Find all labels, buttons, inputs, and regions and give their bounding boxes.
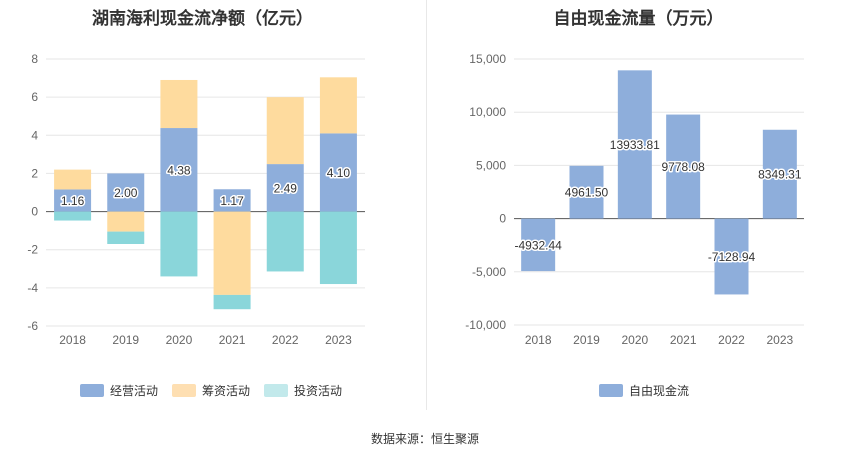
y-tick-label: 8: [31, 52, 38, 66]
bar-free-cash-flow-2020: [617, 70, 652, 219]
data-label-2021: 1.17: [220, 194, 244, 208]
y-tick-label: 2: [31, 166, 38, 180]
legend-swatch-operating: [80, 384, 104, 397]
legend-swatch-financing: [172, 384, 197, 397]
legend-swatch-investing: [264, 384, 289, 397]
data-label-2020: 4.38: [167, 163, 191, 177]
bar-经营活动-2023: [319, 133, 357, 212]
bar-筹资活动-2021: [213, 211, 251, 295]
legend-label-operating: 经营活动: [110, 384, 159, 398]
y-tick-label: 10,000: [469, 105, 506, 119]
legend-item-financing[interactable]: 筹资活动: [172, 382, 250, 399]
bar-投资活动-2023: [319, 211, 357, 285]
bar-投资活动-2019: [107, 231, 145, 244]
bar-经营活动-2018: [54, 189, 92, 212]
data-label-2019: 4961.50: [565, 186, 609, 200]
x-tick-label: 2018: [59, 333, 86, 347]
y-tick-label: 4: [31, 128, 38, 142]
y-tick-label: 15,000: [469, 52, 506, 66]
y-tick-label: 0: [31, 205, 38, 219]
x-tick-label: 2021: [670, 333, 697, 347]
left-legend: 经营活动 筹资活动 投资活动: [80, 382, 342, 399]
bar-筹资活动-2022: [266, 97, 304, 165]
x-tick-label: 2022: [272, 333, 299, 347]
data-label-2018: 1.16: [61, 194, 85, 208]
data-label-2019: 2.00: [114, 186, 138, 200]
bar-经营活动-2020: [160, 128, 198, 212]
data-label-2021: 9778.08: [661, 160, 705, 174]
x-tick-label: 2023: [766, 333, 793, 347]
left-chart-title: 湖南海利现金流净额（亿元）: [92, 9, 313, 29]
x-tick-label: 2022: [718, 333, 745, 347]
x-tick-label: 2019: [573, 333, 600, 347]
legend-swatch-free-cash-flow: [599, 384, 623, 397]
x-tick-label: 2019: [112, 333, 139, 347]
bar-投资活动-2021: [213, 294, 251, 310]
x-tick-label: 2020: [166, 333, 193, 347]
bar-筹资活动-2023: [319, 77, 357, 134]
x-tick-label: 2020: [621, 333, 648, 347]
bar-free-cash-flow-2018: [521, 218, 556, 272]
bar-free-cash-flow-2019: [569, 165, 604, 219]
data-source: 数据来源：恒生聚源: [370, 432, 479, 446]
bar-筹资活动-2018: [54, 169, 92, 190]
data-label-2022: 2.49: [274, 181, 298, 195]
legend-label-investing: 投资活动: [294, 384, 343, 398]
legend-item-operating[interactable]: 经营活动: [80, 382, 158, 399]
left-chart: -6 -4 -2 0 2 4 6 8 1.16 2018 2.00 2019 4.38 2020 1.17 2…: [27, 52, 365, 347]
legend-label-free-cash-flow: 自由现金流: [629, 384, 690, 398]
y-tick-label: -6: [27, 319, 38, 333]
right-chart: -10,000 -5,000 0 5,000 10,000 15,000 -4932.44 2…: [465, 52, 804, 347]
bar-free-cash-flow-2021: [666, 114, 701, 219]
legend-label-financing: 筹资活动: [202, 384, 251, 398]
bar-筹资活动-2019: [107, 211, 145, 232]
bar-筹资活动-2020: [160, 79, 198, 129]
bar-经营活动-2021: [213, 189, 251, 212]
right-legend: 自由现金流: [599, 382, 689, 399]
y-tick-label: 6: [31, 90, 38, 104]
legend-item-free-cash-flow[interactable]: 自由现金流: [599, 382, 689, 399]
right-chart-title: 自由现金流量（万元）: [553, 9, 724, 29]
chart-divider: [426, 0, 427, 410]
bar-投资活动-2022: [266, 211, 304, 272]
y-tick-label: -5,000: [472, 265, 506, 279]
x-tick-label: 2021: [219, 333, 246, 347]
y-tick-label: -4: [27, 281, 38, 295]
data-label-2018: -4932.44: [514, 238, 562, 252]
legend-item-investing[interactable]: 投资活动: [264, 382, 342, 399]
x-tick-label: 2023: [325, 333, 352, 347]
bar-free-cash-flow-2022: [714, 218, 749, 295]
data-label-2023: 4.10: [327, 166, 351, 180]
data-label-2020: 13933.81: [610, 138, 660, 152]
x-tick-label: 2018: [525, 333, 552, 347]
bar-投资活动-2020: [160, 211, 198, 277]
bar-投资活动-2018: [54, 211, 92, 221]
y-tick-label: 5,000: [476, 158, 506, 172]
bar-经营活动-2022: [266, 164, 304, 212]
bar-经营活动-2019: [107, 173, 145, 212]
y-tick-label: 0: [499, 212, 506, 226]
data-label-2022: -7128.94: [708, 250, 756, 264]
bar-free-cash-flow-2023: [762, 129, 797, 219]
y-tick-label: -2: [27, 243, 38, 257]
y-tick-label: -10,000: [465, 318, 506, 332]
data-label-2023: 8349.31: [758, 168, 802, 182]
